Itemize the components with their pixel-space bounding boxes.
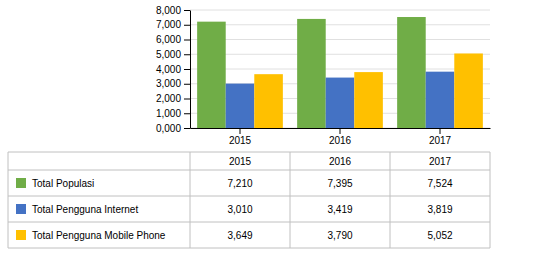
tick-mark (340, 128, 341, 134)
tick-mark (440, 128, 441, 134)
table-border (490, 152, 491, 248)
tick-label: 1,000 (156, 108, 181, 119)
tick: 2017 (429, 128, 452, 146)
tick: 2,000 (156, 93, 190, 104)
table-value: 3,010 (227, 204, 252, 215)
legend-swatch (16, 230, 26, 240)
table-border (8, 222, 490, 223)
tick: 2015 (229, 128, 252, 146)
table-value: 3,819 (427, 204, 452, 215)
bar-series (226, 72, 455, 128)
bar-series (254, 53, 483, 128)
table-value: 3,649 (227, 230, 252, 241)
table-value: 7,395 (327, 178, 352, 189)
tick-label: 4,000 (156, 64, 181, 75)
table-header: 2017 (429, 156, 452, 167)
grid (190, 10, 490, 128)
grid-line (190, 10, 490, 11)
bar (326, 78, 355, 128)
table-value: 7,524 (427, 178, 452, 189)
tick: 5,000 (156, 49, 190, 60)
table-border (290, 152, 291, 248)
tick-mark (184, 25, 190, 26)
legend-swatch (16, 204, 26, 214)
tick: 2016 (329, 128, 352, 146)
grid-line (190, 39, 490, 40)
tick-label: 2017 (429, 135, 452, 146)
y-axis: 0,000 1,000 2,000 3,000 4,000 5,000 6,000 7,000… (156, 5, 191, 134)
tick-mark (184, 113, 190, 114)
tick-label: 8,000 (156, 5, 181, 16)
tick: 1,000 (156, 108, 190, 119)
table-border (8, 196, 490, 197)
tick-mark (240, 128, 241, 134)
tick-mark (184, 10, 190, 11)
bar (254, 74, 283, 128)
legend-label: Total Populasi (32, 178, 94, 189)
bar (397, 17, 426, 128)
table-value: 3,790 (327, 230, 352, 241)
tick-mark (184, 99, 190, 100)
tick: 8,000 (156, 5, 190, 16)
bars (197, 17, 483, 128)
data-table: 2015 2016 2017 Total Populasi 7,210 7,395 7,52… (8, 152, 490, 248)
tick: 7,000 (156, 19, 190, 30)
x-axis: 2015 2016 2017 (191, 128, 491, 146)
table-border (390, 152, 391, 248)
table-header: 2016 (329, 156, 352, 167)
bar (297, 19, 326, 128)
tick-label: 6,000 (156, 34, 181, 45)
legend-swatch (16, 178, 26, 188)
tick-mark (184, 54, 190, 55)
grid-line (190, 54, 490, 55)
bar (454, 53, 483, 128)
table-value: 7,210 (227, 178, 252, 189)
legend-label: Total Pengguna Internet (32, 204, 138, 215)
table-border (8, 248, 490, 249)
tick-label: 2016 (329, 135, 352, 146)
table-border (8, 170, 490, 171)
axis-line (190, 11, 191, 129)
table-border (8, 152, 9, 248)
tick-label: 5,000 (156, 49, 181, 60)
bar (226, 84, 255, 128)
table-value: 3,419 (327, 204, 352, 215)
tick: 3,000 (156, 78, 190, 89)
table-border (190, 152, 191, 248)
tick-mark (184, 40, 190, 41)
tick-label: 7,000 (156, 19, 181, 30)
bar (426, 72, 455, 128)
table-header: 2015 (229, 156, 252, 167)
tick-mark (184, 128, 190, 129)
tick-label: 2015 (229, 135, 252, 146)
legend-label: Total Pengguna Mobile Phone (32, 230, 166, 241)
table-border (8, 152, 490, 153)
table-value: 5,052 (427, 230, 452, 241)
tick: 0,000 (156, 123, 190, 134)
bar (197, 22, 226, 128)
grid-line (190, 69, 490, 70)
grid-line (190, 24, 490, 25)
tick-mark (184, 69, 190, 70)
bar (354, 72, 383, 128)
chart: 0,000 1,000 2,000 3,000 4,000 5,000 6,000 7,000… (0, 0, 534, 256)
tick-label: 3,000 (156, 78, 181, 89)
tick-mark (184, 84, 190, 85)
tick-label: 2,000 (156, 93, 181, 104)
bar-series (197, 17, 426, 128)
tick: 6,000 (156, 34, 190, 45)
tick: 4,000 (156, 64, 190, 75)
tick-label: 0,000 (156, 123, 181, 134)
